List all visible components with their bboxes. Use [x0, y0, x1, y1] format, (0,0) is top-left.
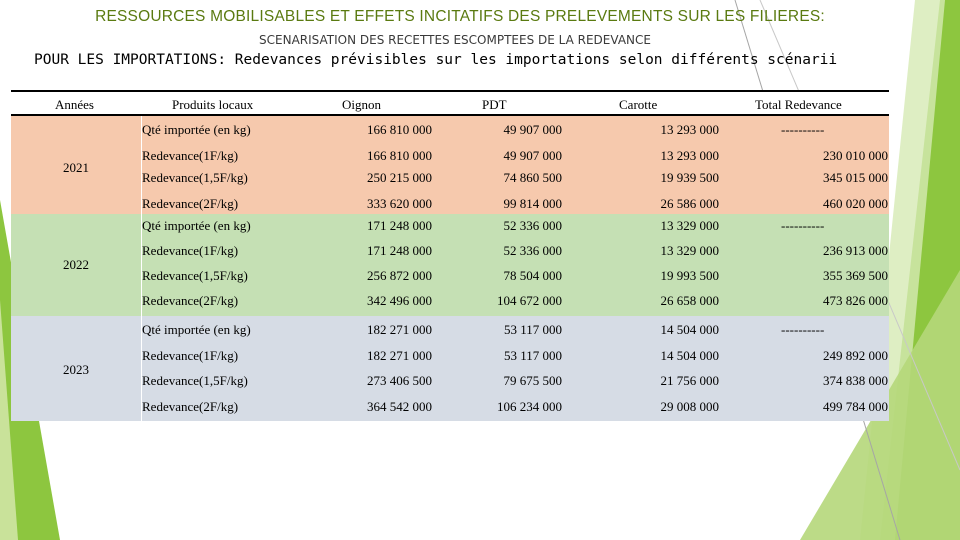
cell-carotte: 13 329 000 — [660, 218, 720, 233]
left-light-wedge — [0, 300, 18, 540]
cell-total: 230 010 000 — [823, 148, 888, 163]
cell-pdt: 79 675 500 — [503, 373, 563, 388]
table-row: Redevance(2F/kg) 333 620 000 99 814 000 … — [11, 192, 889, 217]
year-label: 2021 — [63, 160, 89, 175]
cell-pdt: 49 907 000 — [503, 122, 563, 137]
cell-oignon: 171 248 000 — [367, 218, 432, 233]
header-total-redevance: Total Redevance — [755, 97, 842, 112]
year-label: 2023 — [63, 362, 89, 377]
cell-total: 473 826 000 — [823, 293, 888, 308]
table-row: Redevance(1,5F/kg) 256 872 000 78 504 00… — [11, 264, 889, 289]
cell-oignon: 342 496 000 — [367, 293, 432, 308]
cell-oignon: 166 810 000 — [367, 148, 432, 163]
cell-carotte: 21 756 000 — [660, 373, 720, 388]
column-divider — [141, 214, 142, 316]
cell-carotte: 13 329 000 — [660, 243, 720, 258]
table-row: Qté importée (en kg) 171 248 000 52 336 … — [11, 214, 889, 239]
cell-pdt: 52 336 000 — [503, 243, 563, 258]
cell-carotte: 14 504 000 — [660, 322, 720, 337]
cell-oignon: 333 620 000 — [367, 196, 432, 211]
cell-oignon: 250 215 000 — [367, 170, 432, 185]
cell-total: 355 369 500 — [823, 268, 888, 283]
cell-total: 249 892 000 — [823, 348, 888, 363]
cell-carotte: 29 008 000 — [660, 399, 720, 414]
year-group-2022: 2022 Qté importée (en kg) 171 248 000 52… — [11, 214, 889, 316]
row-label: Redevance(1,5F/kg) — [142, 373, 248, 388]
cell-oignon: 273 406 500 — [367, 373, 432, 388]
header-produits-locaux: Produits locaux — [172, 97, 254, 112]
row-label: Redevance(1,5F/kg) — [142, 170, 248, 185]
year-label: 2022 — [63, 257, 89, 272]
table-row: Redevance(1F/kg) 171 248 000 52 336 000 … — [11, 239, 889, 264]
section-heading: POUR LES IMPORTATIONS: Redevances prévis… — [34, 52, 838, 68]
column-divider — [141, 316, 142, 421]
column-divider — [141, 116, 142, 214]
cell-pdt: 52 336 000 — [503, 218, 563, 233]
year-group-2023: 2023 Qté importée (en kg) 182 271 000 53… — [11, 316, 889, 421]
header-oignon: Oignon — [342, 97, 381, 112]
table-row: Redevance(1F/kg) 182 271 000 53 117 000 … — [11, 344, 889, 369]
row-label: Redevance(2F/kg) — [142, 196, 239, 211]
cell-carotte: 13 293 000 — [660, 122, 720, 137]
cell-pdt: 74 860 500 — [503, 170, 563, 185]
row-label: Redevance(1F/kg) — [142, 348, 239, 363]
cell-pdt: 99 814 000 — [503, 196, 563, 211]
row-label: Redevance(1,5F/kg) — [142, 268, 248, 283]
cell-carotte: 14 504 000 — [660, 348, 720, 363]
header-carotte: Carotte — [619, 97, 658, 112]
cell-carotte: 26 586 000 — [660, 196, 720, 211]
table-row: Redevance(1F/kg) 166 810 000 49 907 000 … — [11, 144, 889, 169]
row-label: Redevance(2F/kg) — [142, 293, 239, 308]
cell-oignon: 166 810 000 — [367, 122, 432, 137]
cell-oignon: 182 271 000 — [367, 348, 432, 363]
slide-subtitle: SCENARISATION DES RECETTES ESCOMPTEES DE… — [259, 33, 651, 47]
redevance-table: Années Produits locaux Oignon PDT Carott… — [11, 90, 889, 421]
table-row: Redevance(2F/kg) 364 542 000 106 234 000… — [11, 395, 889, 420]
cell-carotte: 26 658 000 — [660, 293, 720, 308]
header-annees: Années — [55, 97, 94, 112]
cell-pdt: 53 117 000 — [503, 322, 562, 337]
cell-total: ---------- — [781, 218, 825, 233]
year-group-2021: 2021 Qté importée (en kg) 166 810 000 49… — [11, 116, 889, 214]
row-label: Qté importée (en kg) — [142, 322, 251, 337]
cell-total: ---------- — [781, 122, 825, 137]
row-label: Qté importée (en kg) — [142, 122, 251, 137]
cell-pdt: 53 117 000 — [503, 348, 562, 363]
cell-oignon: 182 271 000 — [367, 322, 432, 337]
cell-total: 374 838 000 — [823, 373, 888, 388]
cell-total: 499 784 000 — [823, 399, 888, 414]
cell-carotte: 19 993 500 — [660, 268, 720, 283]
table-row: Redevance(2F/kg) 342 496 000 104 672 000… — [11, 289, 889, 314]
cell-carotte: 13 293 000 — [660, 148, 720, 163]
table-row: Redevance(1,5F/kg) 273 406 500 79 675 50… — [11, 369, 889, 394]
row-label: Redevance(1F/kg) — [142, 243, 239, 258]
cell-carotte: 19 939 500 — [660, 170, 720, 185]
slide-title: RESSOURCES MOBILISABLES ET EFFETS INCITA… — [95, 8, 825, 25]
cell-total: ---------- — [781, 322, 825, 337]
row-label: Qté importée (en kg) — [142, 218, 251, 233]
row-label: Redevance(1F/kg) — [142, 148, 239, 163]
cell-pdt: 104 672 000 — [497, 293, 562, 308]
row-label: Redevance(2F/kg) — [142, 399, 239, 414]
cell-pdt: 106 234 000 — [497, 399, 562, 414]
table-row: Qté importée (en kg) 166 810 000 49 907 … — [11, 118, 889, 143]
table-row: Qté importée (en kg) 182 271 000 53 117 … — [11, 318, 889, 343]
cell-oignon: 364 542 000 — [367, 399, 432, 414]
cell-total: 345 015 000 — [823, 170, 888, 185]
cell-pdt: 78 504 000 — [503, 268, 563, 283]
cell-pdt: 49 907 000 — [503, 148, 563, 163]
header-pdt: PDT — [482, 97, 507, 112]
table-header: Années Produits locaux Oignon PDT Carott… — [11, 90, 889, 116]
cell-total: 460 020 000 — [823, 196, 888, 211]
table-row: Redevance(1,5F/kg) 250 215 000 74 860 50… — [11, 166, 889, 191]
cell-oignon: 171 248 000 — [367, 243, 432, 258]
cell-oignon: 256 872 000 — [367, 268, 432, 283]
cell-total: 236 913 000 — [823, 243, 888, 258]
